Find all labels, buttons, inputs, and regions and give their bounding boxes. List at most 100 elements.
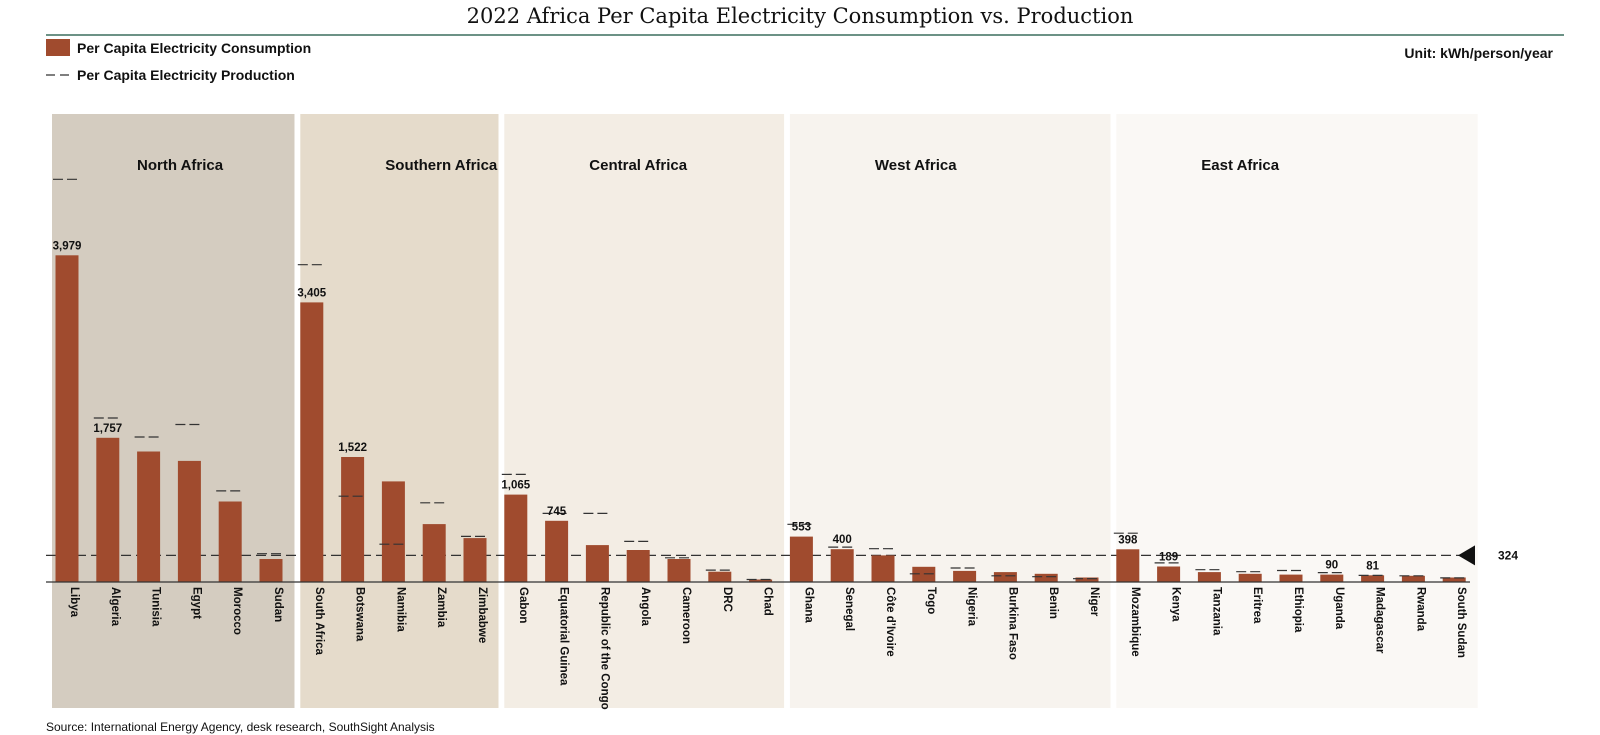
consumption-bar bbox=[871, 555, 895, 582]
consumption-bar bbox=[667, 559, 691, 582]
consumption-bar bbox=[1157, 566, 1181, 582]
consumption-bar bbox=[300, 302, 324, 582]
category-label: Madagascar bbox=[1374, 587, 1386, 654]
consumption-bar bbox=[1034, 573, 1058, 582]
legend-consumption-swatch bbox=[46, 39, 70, 56]
region-label-2: Southern Africa bbox=[385, 157, 498, 174]
category-label: Zimbabwe bbox=[476, 587, 488, 643]
consumption-bar bbox=[259, 559, 283, 582]
category-label: Libya bbox=[68, 587, 80, 618]
consumption-bar bbox=[708, 571, 732, 582]
consumption-bar bbox=[463, 538, 487, 582]
production-markers-layer bbox=[53, 178, 1469, 581]
consumption-bar bbox=[912, 566, 936, 582]
consumption-bar bbox=[137, 451, 161, 582]
region-label-3: Central Africa bbox=[589, 157, 687, 174]
category-label: Botswana bbox=[354, 587, 366, 642]
legend-production-label: Per Capita Electricity Production bbox=[77, 67, 295, 83]
source-note: Source: International Energy Agency, des… bbox=[46, 720, 435, 734]
consumption-bar bbox=[504, 494, 528, 582]
consumption-bar bbox=[749, 579, 773, 582]
consumption-value-label: 3,979 bbox=[53, 240, 82, 252]
consumption-value-label: 189 bbox=[1159, 552, 1178, 564]
category-label: Nigeria bbox=[966, 587, 978, 627]
consumption-bar bbox=[381, 481, 405, 582]
category-label: Gabon bbox=[517, 587, 529, 623]
category-label: Angola bbox=[639, 587, 651, 627]
average-value-label: 324 bbox=[1498, 548, 1518, 562]
consumption-bar bbox=[830, 549, 854, 582]
consumption-bar bbox=[1197, 572, 1221, 582]
region-label-1: North Africa bbox=[137, 157, 224, 174]
category-label: Chad bbox=[762, 587, 774, 616]
consumption-value-label: 1,065 bbox=[501, 480, 530, 492]
category-label: Cameroon bbox=[680, 587, 692, 644]
consumption-bar bbox=[96, 437, 120, 582]
average-arrow-marker bbox=[1458, 545, 1475, 566]
region-band-1 bbox=[52, 114, 295, 708]
region-band-2 bbox=[300, 114, 499, 708]
category-label: Burkina Faso bbox=[1006, 587, 1018, 660]
consumption-value-label: 3,405 bbox=[297, 287, 326, 299]
region-band-5 bbox=[1116, 114, 1478, 708]
category-label: Eritrea bbox=[1251, 587, 1263, 624]
consumption-value-label: 745 bbox=[547, 506, 567, 518]
consumption-bar bbox=[953, 570, 977, 582]
category-label: South Sudan bbox=[1455, 587, 1467, 658]
consumption-value-label: 81 bbox=[1366, 560, 1379, 572]
consumption-bar bbox=[626, 550, 650, 582]
consumption-bar bbox=[993, 572, 1017, 582]
consumption-bar bbox=[1401, 575, 1425, 582]
consumption-bar bbox=[789, 536, 813, 582]
category-label: Niger bbox=[1088, 587, 1100, 617]
consumption-bar bbox=[341, 457, 365, 582]
consumption-bar bbox=[1238, 573, 1262, 582]
consumption-bar bbox=[545, 520, 569, 582]
category-label: Morocco bbox=[231, 587, 243, 635]
region-band-4 bbox=[789, 114, 1111, 708]
consumption-bar bbox=[1075, 577, 1099, 582]
category-label: Rwanda bbox=[1414, 587, 1426, 632]
legend: Per Capita Electricity Consumption Per C… bbox=[46, 39, 311, 83]
category-label: Côte d’Ivoire bbox=[884, 587, 896, 657]
region-label-4: West Africa bbox=[875, 157, 957, 174]
category-label: Tanzania bbox=[1210, 587, 1222, 636]
consumption-bar bbox=[1116, 549, 1140, 582]
category-label: Uganda bbox=[1333, 587, 1345, 630]
category-label: Ethiopia bbox=[1292, 587, 1304, 633]
consumption-bar bbox=[1279, 574, 1303, 582]
category-label: Tunisia bbox=[150, 587, 162, 627]
category-label: Kenya bbox=[1170, 587, 1182, 622]
consumption-value-label: 1,522 bbox=[338, 442, 367, 454]
unit-label: Unit: kWh/person/year bbox=[1404, 45, 1553, 61]
region-label-5: East Africa bbox=[1201, 157, 1279, 174]
category-label: Togo bbox=[925, 587, 937, 614]
consumption-value-label: 1,757 bbox=[93, 423, 122, 435]
category-label: Benin bbox=[1047, 587, 1059, 619]
consumption-bar bbox=[177, 460, 201, 582]
category-label: Senegal bbox=[843, 587, 855, 631]
legend-consumption-label: Per Capita Electricity Consumption bbox=[77, 40, 311, 56]
consumption-value-label: 398 bbox=[1118, 534, 1138, 546]
chart-title: 2022 Africa Per Capita Electricity Consu… bbox=[467, 4, 1134, 28]
category-label: Zambia bbox=[435, 587, 447, 628]
consumption-value-label: 553 bbox=[792, 522, 811, 534]
consumption-value-label: 90 bbox=[1325, 560, 1338, 572]
category-label: Sudan bbox=[272, 587, 284, 622]
category-label: DRC bbox=[721, 587, 733, 612]
category-label: Mozambique bbox=[1129, 587, 1141, 657]
region-backgrounds: North Africa Southern Africa Central Afric… bbox=[52, 114, 1478, 708]
consumption-bar bbox=[585, 545, 609, 582]
consumption-bar bbox=[218, 501, 242, 582]
region-band-3 bbox=[504, 114, 785, 708]
category-label: Equatorial Guinea bbox=[558, 587, 570, 686]
consumption-bar bbox=[1320, 574, 1344, 582]
consumption-bar bbox=[55, 255, 79, 583]
consumption-bar bbox=[422, 524, 446, 582]
consumption-bar bbox=[1442, 577, 1466, 582]
category-label: Ghana bbox=[802, 587, 814, 623]
category-label: Namibia bbox=[394, 587, 406, 632]
category-label: Egypt bbox=[190, 587, 202, 619]
category-label: Republic of the Congo bbox=[598, 587, 610, 710]
